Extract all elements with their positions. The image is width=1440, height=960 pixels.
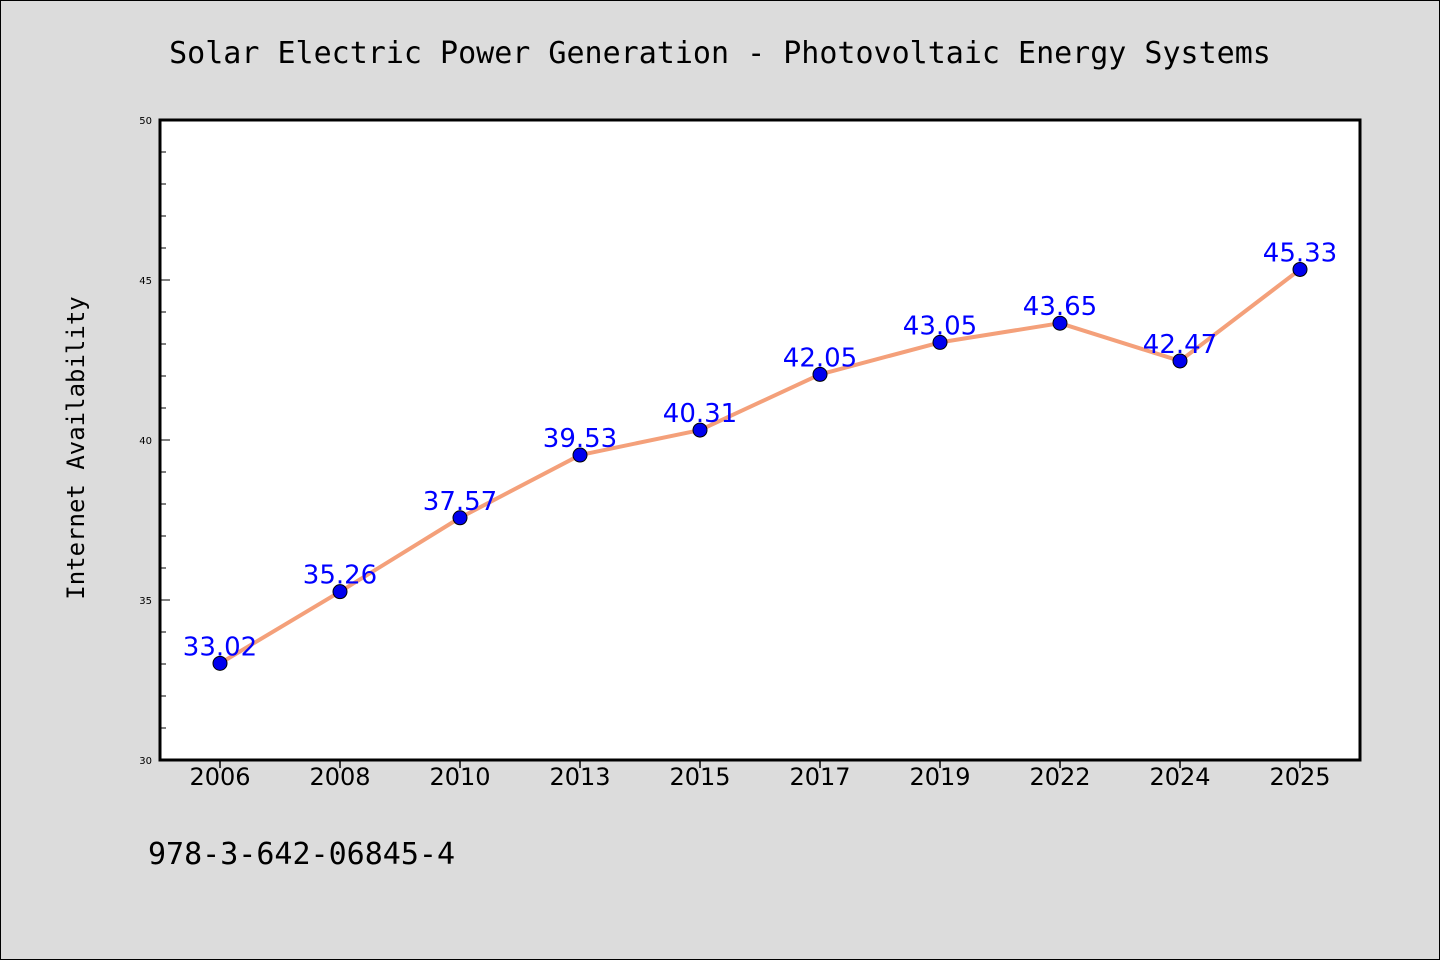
data-point [332, 584, 348, 600]
data-point [212, 655, 228, 671]
x-tick-label: 2015 [669, 763, 730, 791]
chart-title: Solar Electric Power Generation - Photov… [169, 36, 1271, 71]
data-point [1292, 261, 1308, 277]
data-point [572, 447, 588, 463]
y-axis-label: Internet Availability [62, 296, 90, 599]
data-label: 37.57 [423, 487, 497, 517]
data-label: 42.05 [783, 343, 857, 373]
data-label: 43.05 [903, 311, 977, 341]
plot-area [158, 118, 1362, 762]
data-label: 33.02 [183, 632, 257, 662]
x-tick-label: 2008 [309, 763, 370, 791]
data-point [1172, 353, 1188, 369]
data-point [692, 422, 708, 438]
data-point [812, 366, 828, 382]
x-tick-label: 2025 [1269, 763, 1330, 791]
data-point [932, 334, 948, 350]
y-tick-label: 50 [139, 116, 152, 127]
x-tick-label: 2013 [549, 763, 610, 791]
y-tick-label: 30 [139, 756, 152, 767]
x-tick-label: 2017 [789, 763, 850, 791]
data-label: 35.26 [303, 561, 377, 591]
data-label: 42.47 [1143, 330, 1217, 360]
data-label: 40.31 [663, 399, 737, 429]
x-tick-label: 2010 [429, 763, 490, 791]
series-line [218, 267, 1302, 666]
x-tick-label: 2006 [189, 763, 250, 791]
data-point [1052, 315, 1068, 331]
y-axis: 30 35 40 45 50 [139, 116, 170, 767]
data-point [452, 510, 468, 526]
x-tick-label: 2024 [1149, 763, 1210, 791]
footnote: 978-3-642-06845-4 [148, 837, 455, 872]
y-tick-label: 35 [139, 596, 152, 607]
data-label: 39.53 [543, 424, 617, 454]
x-tick-label: 2022 [1029, 763, 1090, 791]
data-label: 45.33 [1263, 238, 1337, 268]
x-axis: 2006 2008 2010 2013 2015 2017 2019 2022 2024 2025 [189, 760, 1331, 791]
x-tick-label: 2019 [909, 763, 970, 791]
y-tick-label: 45 [139, 276, 152, 287]
series-layer: 33.02 35.26 37.57 39.53 40.31 42.05 43.05 43.65… [183, 238, 1337, 671]
data-label: 43.65 [1023, 292, 1097, 322]
y-tick-label: 40 [139, 436, 152, 447]
